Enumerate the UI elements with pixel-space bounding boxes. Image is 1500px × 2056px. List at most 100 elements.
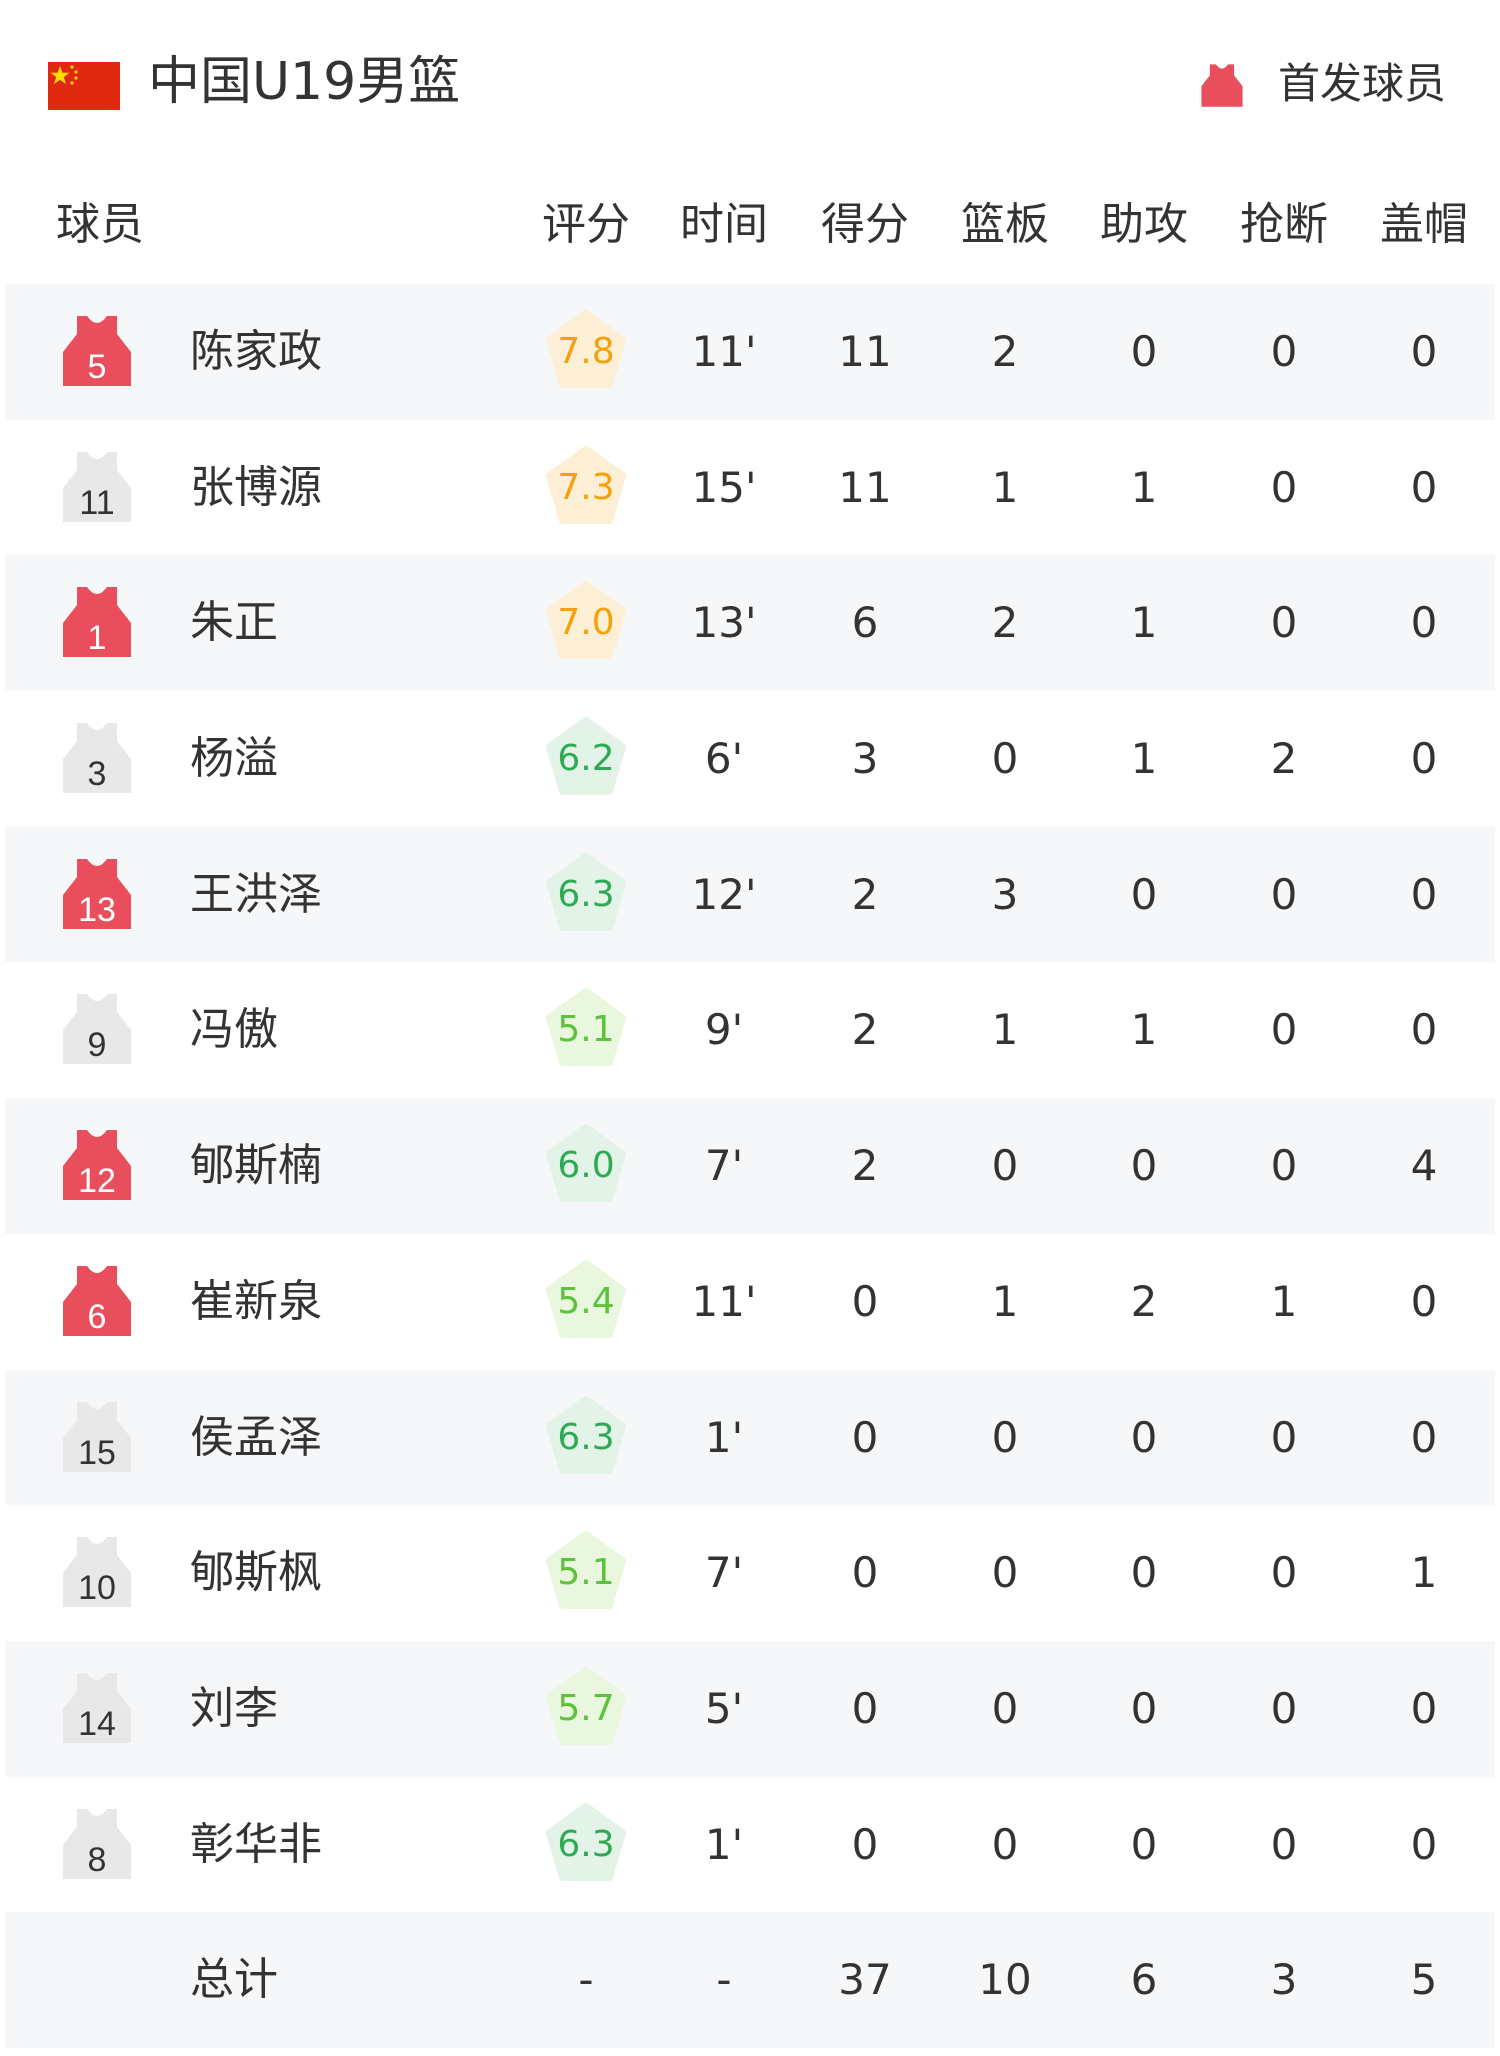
stat-pts: 0	[851, 1683, 879, 1733]
stat-stl: 0	[1270, 1141, 1298, 1191]
table-row[interactable]: 1 朱正 7.0 13' 6 2 1 0 0	[5, 555, 1495, 692]
table-row[interactable]: 10 郇斯枫 5.1 7' 0 0 0 0 1	[5, 1505, 1495, 1641]
player-name[interactable]: 王洪泽	[190, 868, 322, 920]
stat-blk: 4	[1410, 1141, 1438, 1191]
jersey-number: 1	[88, 619, 107, 657]
table-row[interactable]: 14 刘李 5.7 5' 0 0 0 0 0	[5, 1640, 1495, 1777]
stat-rating: -	[578, 1955, 594, 2005]
jersey-icon: 12	[63, 1130, 131, 1201]
jersey-number: 5	[88, 348, 107, 386]
jersey-icon: 15	[63, 1401, 131, 1472]
stat-blk: 0	[1410, 1276, 1438, 1326]
stat-blk: 0	[1410, 1819, 1438, 1869]
table-row[interactable]: 5 陈家政 7.8 11' 11 2 0 0 0	[5, 284, 1495, 420]
stat-ast: 0	[1130, 1548, 1158, 1598]
starter-jersey-icon	[1201, 64, 1243, 107]
jersey-icon: 3	[63, 723, 131, 794]
rating-value: 6.3	[557, 1416, 615, 1458]
player-name[interactable]: 郇斯枫	[190, 1547, 322, 1599]
stat-time: 9'	[704, 1005, 744, 1055]
rating-badge: 6.3	[544, 1394, 628, 1478]
stat-reb: 2	[991, 327, 1019, 376]
stat-ast: 1	[1130, 1005, 1158, 1055]
stat-pts: 0	[851, 1276, 879, 1326]
stat-pts: 6	[851, 598, 879, 648]
stat-blk: 5	[1410, 1955, 1438, 2005]
rating-value: 6.2	[557, 738, 615, 780]
stat-time: -	[716, 1955, 732, 2005]
rating-value: 6.0	[557, 1145, 615, 1187]
rating-value: 5.1	[557, 1009, 615, 1051]
player-name[interactable]: 侯孟泽	[190, 1411, 322, 1463]
stat-reb: 0	[991, 1683, 1019, 1733]
jersey-icon: 6	[63, 1265, 131, 1336]
table-row[interactable]: 12 郇斯楠 6.0 7' 2 0 0 0 4	[5, 1098, 1495, 1234]
stat-time: 1'	[704, 1412, 744, 1462]
stat-pts: 3	[851, 734, 879, 784]
table-row[interactable]: 8 彰华非 6.3 1' 0 0 0 0 0	[5, 1777, 1495, 1913]
team-header: 中国U19男篮 首发球员	[0, 0, 1500, 160]
stat-reb: 3	[991, 869, 1019, 919]
stat-time: 11'	[691, 1276, 757, 1326]
stat-time: 1'	[704, 1819, 744, 1869]
stat-stl: 0	[1270, 327, 1298, 376]
jersey-icon: 13	[63, 858, 131, 929]
jersey-icon: 10	[63, 1537, 131, 1608]
jersey-icon: 9	[63, 994, 131, 1065]
stat-time: 13'	[691, 598, 757, 648]
stat-pts: 11	[838, 327, 892, 376]
rating-badge: 5.7	[544, 1665, 628, 1749]
stat-stl: 0	[1270, 1005, 1298, 1055]
stat-reb: 1	[991, 462, 1019, 512]
stat-blk: 0	[1410, 462, 1438, 512]
pentagon-icon	[546, 445, 626, 524]
player-name[interactable]: 朱正	[190, 597, 278, 649]
stat-pts: 0	[851, 1548, 879, 1598]
stat-ast: 0	[1130, 1819, 1158, 1869]
table-row[interactable]: 3 杨溢 6.2 6' 3 0 1 2 0	[5, 691, 1495, 827]
rating-value: 7.3	[557, 466, 615, 508]
stat-time: 6'	[704, 734, 744, 784]
pentagon-icon	[546, 581, 626, 660]
player-name[interactable]: 刘李	[190, 1682, 278, 1734]
stat-blk: 0	[1410, 1412, 1438, 1462]
table-row[interactable]: 15 侯孟泽 6.3 1' 0 0 0 0 0	[5, 1369, 1495, 1506]
table-row[interactable]: 9 冯傲 5.1 9' 2 1 1 0 0	[5, 962, 1495, 1098]
player-name[interactable]: 郇斯楠	[190, 1140, 322, 1192]
rating-value: 5.7	[557, 1687, 615, 1729]
pentagon-icon	[546, 1802, 626, 1881]
jersey-number: 14	[78, 1705, 116, 1743]
stat-ast: 1	[1130, 734, 1158, 784]
table-row[interactable]: 11 张博源 7.3 15' 11 1 1 0 0	[5, 420, 1495, 556]
player-name[interactable]: 陈家政	[190, 326, 322, 377]
rating-value: 6.3	[557, 873, 615, 915]
stat-stl: 0	[1270, 1548, 1298, 1598]
rating-badge: 6.3	[544, 1801, 628, 1885]
player-name[interactable]: 彰华非	[190, 1818, 322, 1870]
stat-blk: 0	[1410, 327, 1438, 376]
rating-value: 6.3	[557, 1823, 615, 1865]
stat-blk: 0	[1410, 734, 1438, 784]
stat-stl: 0	[1270, 1683, 1298, 1733]
rating-badge: 7.3	[544, 444, 628, 528]
table-row[interactable]: 6 崔新泉 5.4 11' 0 1 2 1 0	[5, 1234, 1495, 1370]
stat-ast: 0	[1130, 869, 1158, 919]
pentagon-icon	[546, 717, 626, 796]
player-name[interactable]: 崔新泉	[190, 1275, 322, 1327]
stat-blk: 0	[1410, 1683, 1438, 1733]
rating-badge: 5.1	[544, 1529, 628, 1613]
total-label: 总计	[190, 1954, 278, 2006]
player-name[interactable]: 杨溢	[190, 733, 278, 785]
stat-ast: 0	[1130, 1141, 1158, 1191]
stat-reb: 0	[991, 1819, 1019, 1869]
jersey-number: 12	[78, 1162, 116, 1200]
col-blocks: 盖帽	[1380, 199, 1468, 250]
stat-reb: 10	[978, 1955, 1032, 2005]
table-row[interactable]: 13 王洪泽 6.3 12' 2 3 0 0 0	[5, 826, 1495, 963]
jersey-number: 13	[78, 891, 116, 929]
jersey-number: 15	[78, 1434, 116, 1472]
jersey-number: 3	[88, 755, 107, 793]
stat-reb: 0	[991, 734, 1019, 784]
player-name[interactable]: 冯傲	[190, 1004, 278, 1056]
player-name[interactable]: 张博源	[190, 461, 322, 513]
